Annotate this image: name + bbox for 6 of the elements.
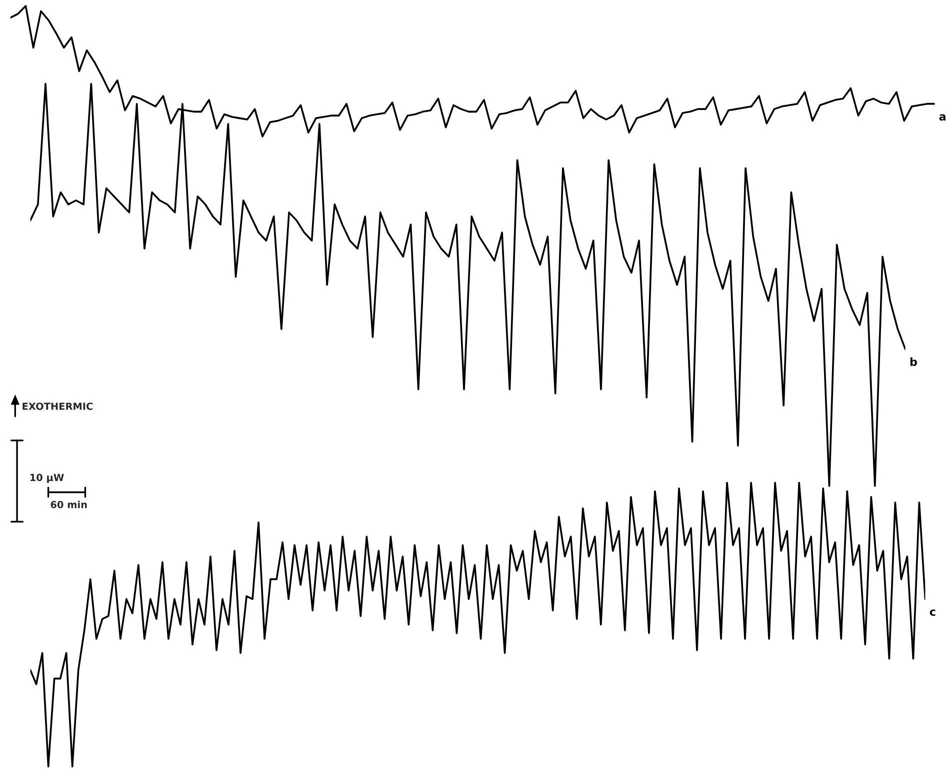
- annotation: 60 min: [50, 500, 87, 508]
- series-label: c: [930, 610, 936, 616]
- series-label: a: [939, 114, 946, 121]
- annotation: EXOTHERMIC: [22, 402, 93, 410]
- series-label: b: [910, 357, 917, 366]
- annotation: 10 μW: [30, 474, 64, 484]
